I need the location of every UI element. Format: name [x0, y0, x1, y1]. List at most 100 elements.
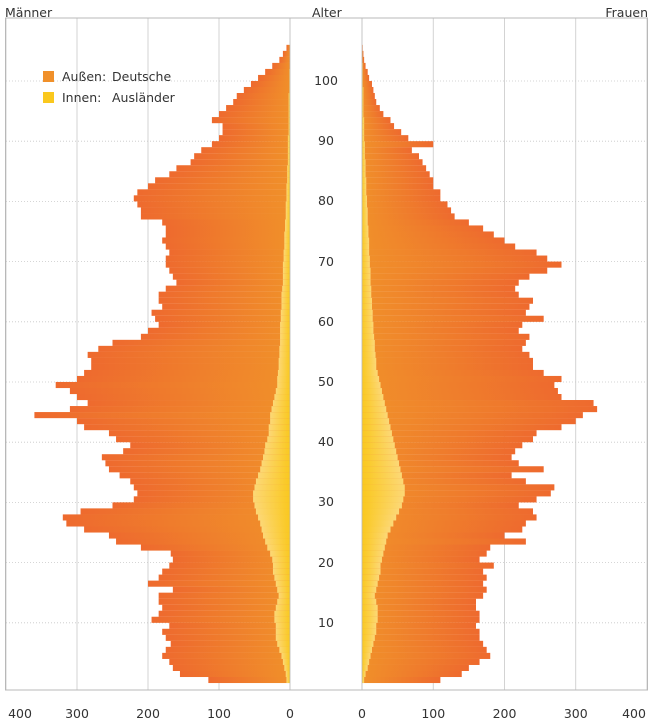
bar-men-auslaender	[264, 448, 290, 455]
bar-women-deutsche	[362, 93, 375, 100]
age-tick-label: 60	[318, 313, 334, 329]
bar-men-deutsche	[112, 339, 290, 346]
bar-women-deutsche	[362, 159, 423, 166]
age-tick-label: 50	[318, 374, 334, 389]
bar-men-auslaender	[284, 231, 290, 238]
bar-women-auslaender	[362, 628, 377, 635]
bar-women-auslaender	[362, 255, 370, 262]
bar-women-deutsche	[362, 189, 441, 196]
bar-women-auslaender	[362, 177, 367, 184]
bar-men-deutsche	[84, 369, 290, 377]
bar-women-auslaender	[362, 520, 394, 527]
bar-men-deutsche	[87, 351, 291, 358]
bar-women-auslaender	[362, 502, 402, 509]
bar-women-deutsche	[362, 490, 551, 497]
bar-women-auslaender	[362, 586, 377, 593]
legend-item-auslaender: Innen: Ausländer	[43, 87, 175, 108]
bar-men-deutsche	[165, 646, 290, 653]
bar-women-auslaender	[362, 676, 365, 684]
bar-men-auslaender	[275, 580, 290, 587]
bar-men-deutsche	[170, 640, 290, 647]
bar-men-auslaender	[277, 598, 290, 605]
bar-men-auslaender	[254, 484, 290, 491]
bar-women-auslaender	[362, 321, 374, 328]
age-tick-label: 10	[318, 614, 334, 630]
bar-men-deutsche	[130, 478, 290, 485]
bar-women-deutsche	[362, 105, 380, 112]
bar-women-deutsche	[362, 394, 562, 401]
bar-women-auslaender	[362, 297, 372, 304]
bar-women-deutsche	[362, 502, 519, 509]
bar-women-auslaender	[362, 508, 400, 515]
age-tick-label: 70	[318, 253, 334, 269]
bar-men-auslaender	[285, 213, 290, 220]
bar-men-auslaender	[272, 562, 290, 569]
bar-men-deutsche	[219, 135, 290, 142]
bar-women-auslaender	[362, 273, 371, 280]
bar-women-auslaender	[362, 303, 372, 310]
bar-women-auslaender	[362, 580, 378, 587]
bar-men-deutsche	[176, 165, 290, 172]
bar-women-deutsche	[362, 676, 441, 684]
bar-men-auslaender	[280, 321, 290, 328]
bar-men-auslaender	[267, 436, 290, 443]
chart-frame	[5, 17, 648, 691]
legend-swatch-auslaender	[43, 92, 54, 103]
bar-women-deutsche	[362, 165, 427, 172]
bar-men-auslaender	[272, 568, 290, 575]
bar-women-deutsche	[362, 56, 365, 63]
bar-men-auslaender	[274, 610, 290, 617]
women-bars	[362, 44, 598, 684]
bar-men-auslaender	[284, 243, 290, 250]
bar-women-deutsche	[362, 50, 364, 57]
bar-women-auslaender	[362, 634, 375, 641]
bar-men-auslaender	[288, 99, 290, 106]
bar-men-deutsche	[233, 99, 290, 106]
bar-men-deutsche	[84, 526, 290, 533]
bar-men-deutsche	[148, 183, 290, 190]
bar-women-auslaender	[362, 86, 364, 94]
bar-men-deutsche	[169, 658, 290, 665]
bar-women-deutsche	[362, 610, 480, 617]
bar-men-auslaender	[285, 207, 290, 214]
bar-women-auslaender	[362, 105, 364, 112]
bar-men-auslaender	[282, 267, 290, 274]
bar-women-deutsche	[362, 448, 516, 455]
bar-men-deutsche	[219, 111, 290, 118]
bar-men-auslaender	[287, 159, 290, 166]
bar-women-deutsche	[362, 225, 484, 232]
bar-men-auslaender	[280, 327, 290, 334]
bar-women-auslaender	[362, 592, 375, 599]
bar-women-deutsche	[362, 285, 516, 292]
bar-men-deutsche	[172, 556, 290, 563]
bar-men-auslaender	[285, 670, 290, 678]
bar-men-deutsche	[165, 261, 290, 268]
bar-women-auslaender	[362, 646, 372, 653]
legend: Außen: Deutsche Innen: Ausländer	[43, 66, 175, 108]
bar-women-auslaender	[362, 111, 364, 118]
bar-men-deutsche	[119, 472, 290, 479]
bar-men-deutsche	[222, 129, 290, 136]
bar-women-deutsche	[362, 123, 395, 130]
bar-men-auslaender	[287, 153, 290, 160]
bar-women-auslaender	[362, 357, 377, 364]
bar-men-deutsche	[165, 634, 290, 641]
bar-men-deutsche	[140, 333, 290, 340]
bar-men-deutsche	[105, 460, 291, 467]
bar-women-auslaender	[362, 448, 397, 455]
bar-women-auslaender	[362, 381, 381, 389]
bar-women-deutsche	[362, 520, 526, 527]
bar-women-deutsche	[362, 333, 530, 340]
bar-women-deutsche	[362, 68, 368, 76]
bar-men-auslaender	[284, 664, 290, 671]
age-tick-label: 100	[314, 73, 338, 88]
bar-women-deutsche	[362, 153, 419, 160]
bar-women-auslaender	[362, 568, 381, 575]
bar-women-deutsche	[362, 460, 519, 467]
bar-men-deutsche	[170, 550, 290, 557]
bar-men-auslaender	[279, 646, 290, 653]
bar-women-deutsche	[362, 291, 519, 298]
bar-women-auslaender	[362, 225, 369, 232]
bar-men-auslaender	[261, 460, 290, 467]
